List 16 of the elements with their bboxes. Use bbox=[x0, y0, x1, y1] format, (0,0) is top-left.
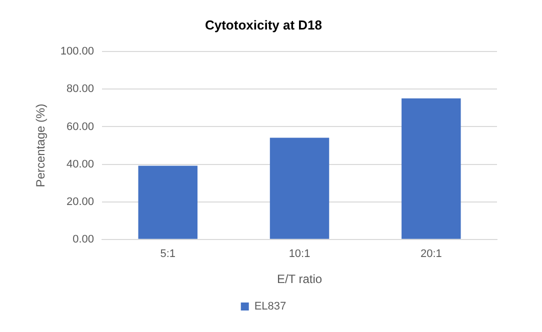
bar bbox=[138, 166, 198, 239]
x-tick-label: 20:1 bbox=[420, 248, 442, 260]
legend-label: EL837 bbox=[254, 300, 286, 313]
y-tick-label: 0.00 bbox=[72, 233, 94, 246]
y-tick-label: 20.00 bbox=[66, 196, 94, 208]
x-tick-label: 10:1 bbox=[288, 248, 310, 260]
bar bbox=[270, 138, 330, 239]
x-tick-label: 5:1 bbox=[160, 248, 176, 260]
x-axis-title: E/T ratio bbox=[276, 272, 322, 286]
y-tick-label: 40.00 bbox=[66, 158, 94, 170]
chart-title: Cytotoxicity at D18 bbox=[204, 17, 322, 32]
y-tick-label: 100.00 bbox=[60, 46, 94, 58]
y-tick-label: 80.00 bbox=[66, 83, 94, 96]
y-axis-title: Percentage (%) bbox=[34, 104, 48, 188]
y-tick-label: 60.00 bbox=[66, 120, 94, 133]
bar bbox=[402, 98, 461, 239]
